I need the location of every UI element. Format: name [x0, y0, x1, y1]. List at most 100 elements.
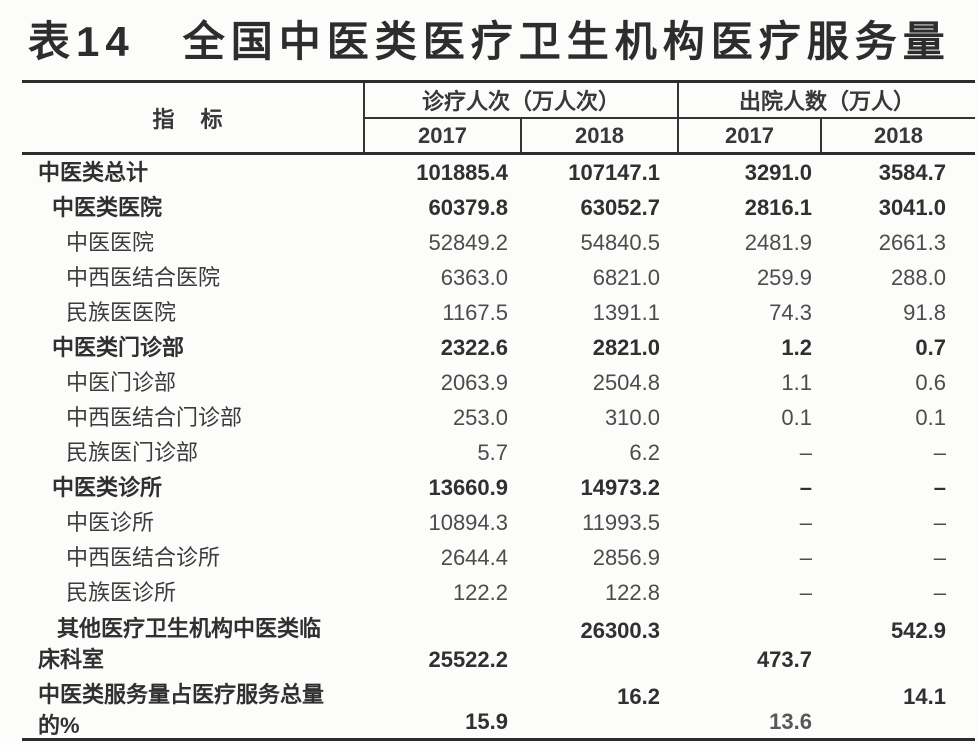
table-row: 中医门诊部 2063.9 2504.8 1.1 0.6	[22, 365, 975, 400]
cell-discharge-2017: 3291.0	[744, 160, 812, 185]
cell-discharge-2018: –	[933, 440, 946, 465]
row-label: 民族医诊所	[66, 580, 177, 605]
cell-visits-2018: 54840.5	[580, 230, 660, 255]
cell-discharge-2018: 14.1	[903, 684, 946, 709]
indicator-header: 指 标	[22, 83, 365, 152]
page-title: 表14 全国中医类医疗卫生机构医疗服务量	[28, 18, 951, 65]
cell-discharge-2017: 74.3	[769, 300, 812, 325]
cell-visits-2017: 52849.2	[428, 230, 508, 255]
group-header-discharges: 出院人数（万人）	[679, 83, 975, 119]
cell-visits-2017: 25522.2	[428, 647, 508, 672]
row-label: 中医门诊部	[66, 370, 177, 395]
cell-visits-2018: 1391.1	[592, 300, 660, 325]
cell-discharge-2018: 3584.7	[878, 160, 946, 185]
row-label-line1: 中医类服务量占医疗服务总量	[38, 682, 325, 707]
cell-visits-2017: 2063.9	[440, 370, 508, 395]
cell-visits-2018: 107147.1	[568, 160, 660, 185]
row-label: 中医类服务量占医疗服务总量 的%	[22, 676, 365, 738]
cell-discharge-2017: –	[799, 475, 812, 500]
cell-visits-2018: 16.2	[617, 684, 660, 709]
cell-visits-2017: 1167.5	[442, 300, 508, 325]
year-header-discharge-2017: 2017	[679, 119, 822, 152]
row-label: 民族医医院	[66, 300, 177, 325]
cell-visits-2017: 253.0	[452, 405, 508, 430]
cell-discharge-2018: 0.7	[915, 335, 946, 360]
cell-visits-2018: 26300.3	[580, 618, 660, 643]
cell-discharge-2017: 2816.1	[744, 195, 812, 220]
cell-discharge-2017: 1.1	[781, 370, 812, 395]
table-row: 中医医院 52849.2 54840.5 2481.9 2661.3	[22, 225, 975, 260]
cell-discharge-2017: –	[799, 580, 812, 605]
table-row: 中西医结合门诊部 253.0 310.0 0.1 0.1	[22, 400, 975, 435]
table-row: 其他医疗卫生机构中医类临 床科室 25522.2 26300.3 473.7 5…	[22, 610, 975, 676]
row-label: 中西医结合门诊部	[66, 405, 243, 430]
table-row: 民族医医院 1167.5 1391.1 74.3 91.8	[22, 295, 975, 330]
table-row: 中医诊所 10894.3 11993.5 – –	[22, 505, 975, 540]
cell-visits-2017: 5.7	[477, 440, 508, 465]
table-row: 中西医结合诊所 2644.4 2856.9 – –	[22, 540, 975, 575]
row-label: 中西医结合诊所	[66, 545, 221, 570]
table-row: 中医类医院 60379.8 63052.7 2816.1 3041.0	[22, 190, 975, 225]
cell-discharge-2017: 0.1	[781, 405, 812, 430]
year-header-discharge-2018: 2018	[874, 122, 923, 148]
cell-visits-2017: 15.9	[465, 709, 508, 734]
row-label: 中医类诊所	[52, 475, 163, 500]
cell-discharge-2017: –	[799, 510, 812, 535]
table-row: 中医类总计 101885.4 107147.1 3291.0 3584.7	[22, 155, 975, 190]
row-label-line1: 其他医疗卫生机构中医类临	[57, 616, 322, 641]
table-row: 中医类诊所 13660.9 14973.2 – –	[22, 470, 975, 505]
cell-visits-2018: 310.0	[604, 405, 660, 430]
cell-discharge-2017: 2481.9	[744, 230, 812, 255]
row-label: 中医诊所	[66, 510, 155, 535]
cell-discharge-2018: –	[933, 475, 946, 500]
row-label: 中医类总计	[38, 160, 149, 185]
row-label: 中医类门诊部	[52, 335, 185, 360]
year-header-visits-2017: 2017	[365, 119, 522, 152]
cell-discharge-2017: 473.7	[756, 647, 812, 672]
cell-discharge-2018: 2661.3	[878, 230, 946, 255]
table-row: 中医类服务量占医疗服务总量 的% 15.9 16.2 13.6 14.1	[22, 676, 975, 738]
cell-visits-2017: 101885.4	[416, 160, 508, 185]
cell-discharge-2018: 542.9	[890, 618, 946, 643]
cell-discharge-2018: –	[933, 580, 946, 605]
cell-discharge-2018: 288.0	[890, 265, 946, 290]
scanned-report-page: 表14 全国中医类医疗卫生机构医疗服务量 指 标 诊疗人次（万人次） 出院人数（…	[0, 8, 979, 745]
cell-visits-2018: 2821.0	[592, 335, 660, 360]
cell-discharge-2018: 0.1	[915, 405, 946, 430]
row-label-line2: 的%	[38, 713, 80, 738]
row-label: 中医医院	[66, 230, 155, 255]
cell-discharge-2018: 3041.0	[878, 195, 946, 220]
cell-visits-2018: 2856.9	[592, 545, 660, 570]
cell-discharge-2017: 259.9	[756, 265, 812, 290]
table-row: 民族医门诊部 5.7 6.2 – –	[22, 435, 975, 470]
cell-visits-2017: 122.2	[452, 580, 508, 605]
row-label-line2: 床科室	[38, 647, 105, 672]
row-label: 中西医结合医院	[66, 265, 221, 290]
cell-visits-2017: 60379.8	[428, 195, 508, 220]
cell-discharge-2017: 1.2	[781, 335, 812, 360]
cell-visits-2018: 2504.8	[592, 370, 660, 395]
table-header: 指 标 诊疗人次（万人次） 出院人数（万人） 2017 2018 2017 20…	[22, 83, 975, 155]
cell-visits-2017: 2644.4	[440, 545, 508, 570]
cell-visits-2017: 13660.9	[428, 475, 508, 500]
cell-discharge-2017: –	[799, 440, 812, 465]
year-header-visits-2018: 2018	[522, 119, 679, 152]
cell-visits-2017: 6363.0	[440, 265, 508, 290]
group-header-diagnosis-visits: 诊疗人次（万人次）	[365, 83, 679, 119]
table-row: 中西医结合医院 6363.0 6821.0 259.9 288.0	[22, 260, 975, 295]
table-row: 中医类门诊部 2322.6 2821.0 1.2 0.7	[22, 330, 975, 365]
cell-visits-2018: 63052.7	[580, 195, 660, 220]
cell-visits-2018: 11993.5	[582, 510, 660, 535]
row-label: 其他医疗卫生机构中医类临 床科室	[22, 610, 365, 676]
cell-visits-2018: 122.8	[604, 580, 660, 605]
cell-discharge-2018: 91.8	[903, 300, 946, 325]
table-row: 民族医诊所 122.2 122.8 – –	[22, 575, 975, 610]
cell-discharge-2017: 13.6	[769, 709, 812, 734]
row-label: 民族医门诊部	[66, 440, 199, 465]
cell-visits-2017: 2322.6	[440, 335, 508, 360]
cell-discharge-2018: 0.6	[915, 370, 946, 395]
data-table: 指 标 诊疗人次（万人次） 出院人数（万人） 2017 2018 2017 20…	[22, 80, 975, 741]
cell-visits-2017: 10894.3	[428, 510, 508, 535]
cell-discharge-2017: –	[799, 545, 812, 570]
cell-visits-2018: 14973.2	[580, 475, 660, 500]
